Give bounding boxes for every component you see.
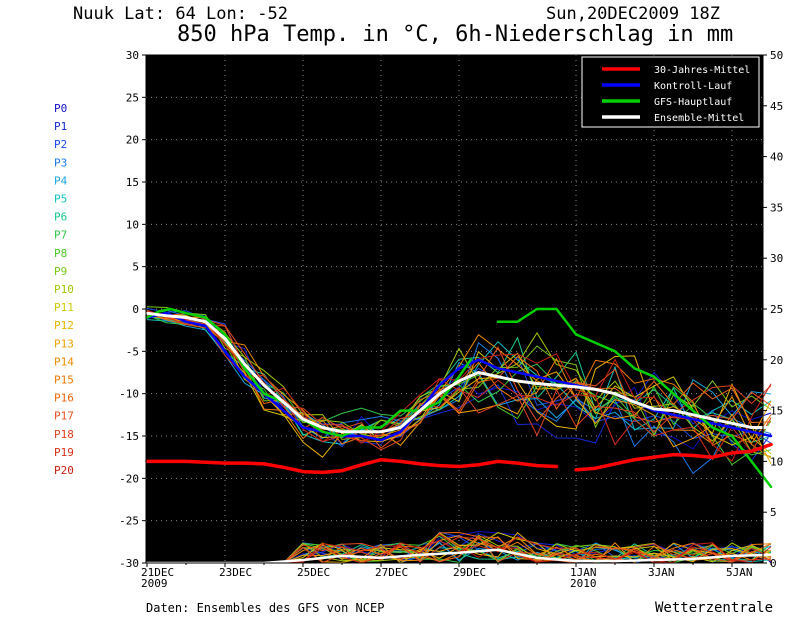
member-label: P3 bbox=[54, 156, 67, 169]
y-tick-label: 20 bbox=[126, 134, 139, 147]
member-line bbox=[146, 309, 772, 439]
y-tick-label: -20 bbox=[119, 472, 139, 485]
ensemble-mean-precip-line bbox=[145, 548, 773, 565]
member-label: P16 bbox=[54, 392, 74, 405]
y-tick-label: 5 bbox=[132, 261, 139, 274]
x-tick-label: 3JAN bbox=[648, 566, 675, 579]
x-tick-label: 5JAN bbox=[726, 566, 753, 579]
y2-tick-label: 45 bbox=[770, 100, 783, 113]
control-run-line bbox=[145, 311, 773, 442]
plot-area bbox=[146, 55, 763, 563]
chart-title: 850 hPa Temp. in °C, 6h-Niederschlag in … bbox=[177, 22, 733, 47]
y2-tick-label: 25 bbox=[770, 303, 783, 316]
member-label: P9 bbox=[54, 265, 67, 278]
member-label: P2 bbox=[54, 138, 67, 151]
member-label: P13 bbox=[54, 337, 74, 350]
y-tick-label: 15 bbox=[126, 176, 139, 189]
member-label: P5 bbox=[54, 193, 67, 206]
y2-tick-label: 35 bbox=[770, 201, 783, 214]
x-tick-label: 21DEC bbox=[141, 566, 174, 579]
member-label: P12 bbox=[54, 319, 74, 332]
y-tick-label: 10 bbox=[126, 218, 139, 231]
member-label: P0 bbox=[54, 102, 67, 115]
member-label: P15 bbox=[54, 374, 74, 387]
member-label: P4 bbox=[54, 174, 68, 187]
member-line bbox=[146, 310, 772, 457]
y-tick-label: 25 bbox=[126, 91, 139, 104]
member-label: P8 bbox=[54, 247, 67, 260]
y2-tick-label: 0 bbox=[770, 557, 777, 570]
legend-label: 30-Jahres-Mittel bbox=[654, 65, 750, 76]
member-label: P10 bbox=[54, 283, 74, 296]
y-tick-label: -5 bbox=[126, 345, 139, 358]
legend: 30-Jahres-Mittel Kontroll-Lauf GFS-Hauptla… bbox=[581, 56, 760, 128]
source-label: Daten: Ensembles des GFS von NCEP bbox=[146, 601, 384, 615]
member-line bbox=[146, 315, 772, 447]
member-label: P7 bbox=[54, 229, 67, 242]
x-tick-label-year: 2010 bbox=[570, 577, 597, 590]
y2-tick-label: 30 bbox=[770, 252, 783, 265]
ensemble-mean-line bbox=[145, 311, 773, 434]
brand-label: Wetterzentrale bbox=[655, 600, 773, 616]
series-lines bbox=[145, 307, 773, 565]
x-tick-label: 23DEC bbox=[219, 566, 252, 579]
member-line bbox=[146, 313, 772, 455]
y2-tick-label: 5 bbox=[770, 506, 777, 519]
y-tick-label: 0 bbox=[132, 303, 139, 316]
y2-tick-label: 20 bbox=[770, 354, 783, 367]
x-tick-label: 29DEC bbox=[453, 566, 486, 579]
axes: 302520151050-5-10-15-20-25-3050454035302… bbox=[119, 49, 783, 590]
y-tick-label: -10 bbox=[119, 388, 139, 401]
member-label: P18 bbox=[54, 428, 74, 441]
legend-label: Ensemble-Mittel bbox=[654, 113, 744, 124]
member-label: P19 bbox=[54, 446, 74, 459]
member-label: P17 bbox=[54, 410, 74, 423]
legend-label: Kontroll-Lauf bbox=[654, 81, 732, 92]
y2-tick-label: 50 bbox=[770, 49, 783, 62]
y2-tick-label: 40 bbox=[770, 151, 783, 164]
x-tick-label-year: 2009 bbox=[141, 577, 168, 590]
gfs-main-run-line bbox=[496, 307, 773, 489]
y2-tick-label: 15 bbox=[770, 405, 783, 418]
location-label: Nuuk Lat: 64 Lon: -52 bbox=[73, 4, 288, 24]
climate-mean-line bbox=[574, 442, 773, 472]
x-tick-label: 27DEC bbox=[375, 566, 408, 579]
y-tick-label: -30 bbox=[119, 557, 139, 570]
member-label: P1 bbox=[54, 120, 67, 133]
member-label: P11 bbox=[54, 301, 74, 314]
member-label: P20 bbox=[54, 464, 74, 477]
member-label: P14 bbox=[54, 355, 74, 368]
x-tick-label: 1JAN bbox=[570, 566, 597, 579]
x-tick-label: 25DEC bbox=[297, 566, 330, 579]
y-tick-label: 30 bbox=[126, 49, 139, 62]
y2-tick-label: 10 bbox=[770, 455, 783, 468]
member-line bbox=[146, 313, 772, 449]
y-tick-label: -25 bbox=[119, 515, 139, 528]
climate-mean-line bbox=[145, 457, 559, 475]
member-labels: P0 P1 P2 P3 P4 P5 P6 P7 P8 P9 P10 P11 P12 P13 P14 P15 P1… bbox=[54, 102, 74, 477]
y-tick-label: -15 bbox=[119, 430, 139, 443]
member-label: P6 bbox=[54, 211, 67, 224]
datetime-label: Sun,20DEC2009 18Z bbox=[546, 4, 720, 24]
legend-label: GFS-Hauptlauf bbox=[654, 97, 732, 108]
